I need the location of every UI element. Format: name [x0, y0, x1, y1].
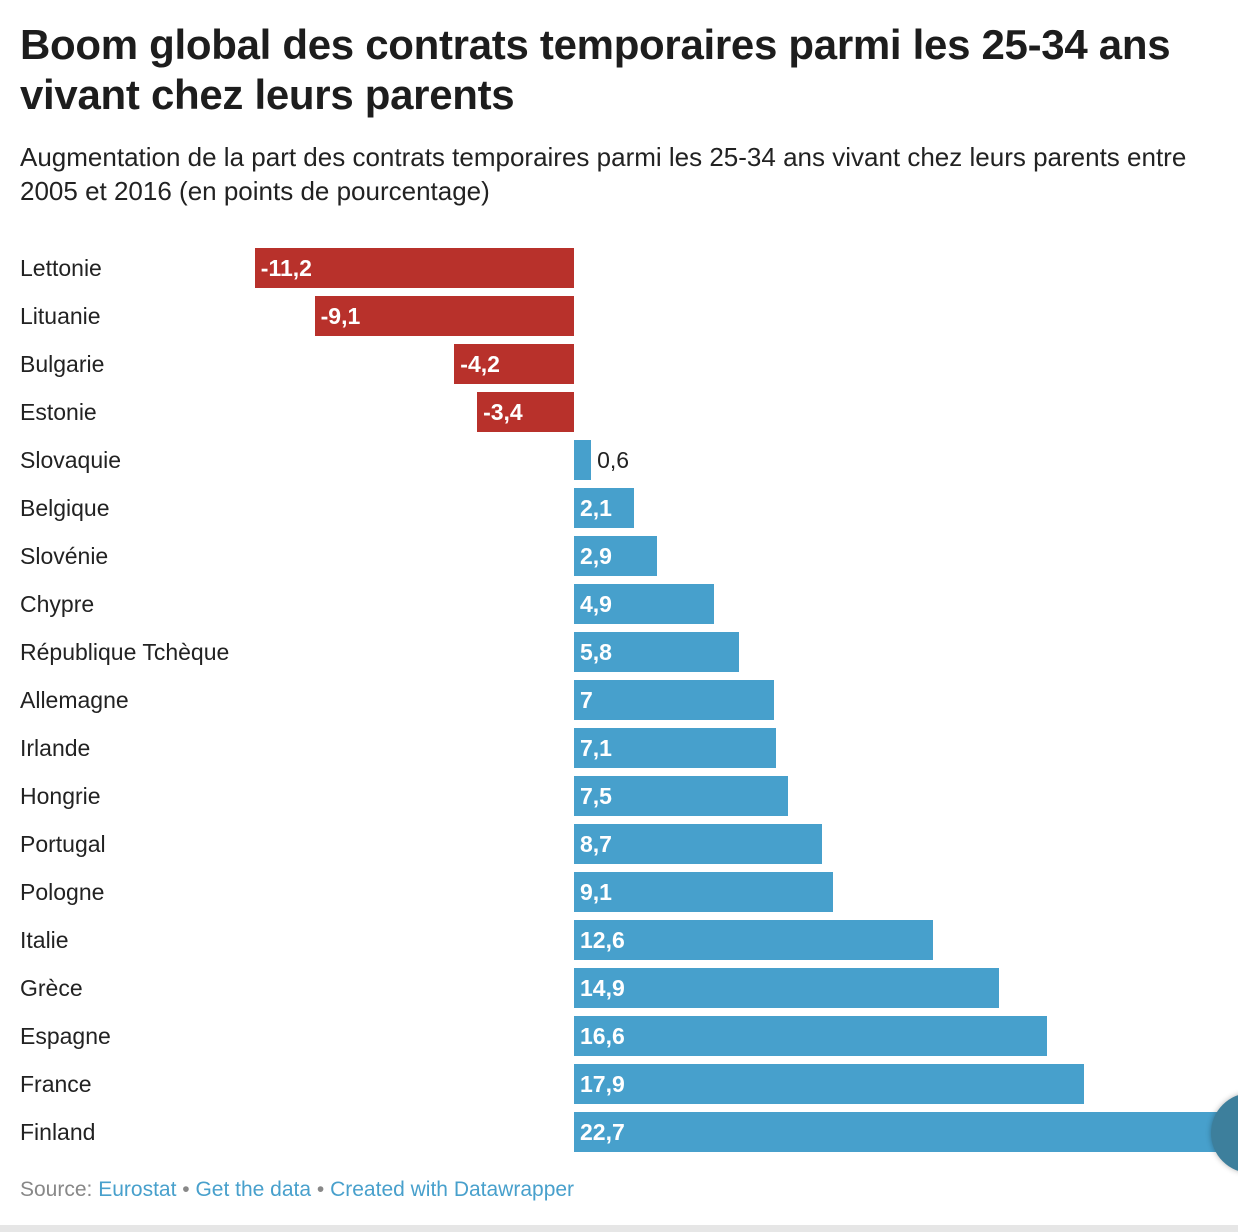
value-label: 16,6: [580, 1023, 625, 1049]
footer: Source: Eurostat • Get the data • Create…: [20, 1178, 574, 1202]
category-label: France: [20, 1071, 92, 1097]
bar: [574, 584, 714, 624]
separator: •: [176, 1178, 196, 1201]
bar: [574, 920, 934, 960]
bar: [454, 344, 574, 384]
chart-subtitle: Augmentation de la part des contrats tem…: [20, 142, 1187, 206]
bottom-divider: [0, 1225, 1238, 1232]
bar: [574, 440, 592, 480]
category-label: Slovénie: [20, 543, 109, 569]
category-label: Pologne: [20, 879, 105, 905]
category-label: Lituanie: [20, 303, 101, 329]
value-label: -3,4: [483, 399, 523, 425]
category-label: Estonie: [20, 399, 97, 425]
value-label: 22,7: [580, 1119, 625, 1145]
category-label: Bulgarie: [20, 351, 105, 377]
category-label: Finland: [20, 1119, 96, 1145]
category-label: Irlande: [20, 735, 91, 761]
value-label: 2,1: [580, 495, 612, 521]
bar: [574, 1112, 1221, 1152]
bar: [574, 1064, 1085, 1104]
value-label: 8,7: [580, 831, 612, 857]
value-label: 7: [580, 687, 593, 713]
category-label: République Tchèque: [20, 639, 230, 665]
bar: [574, 1016, 1048, 1056]
category-label: Portugal: [20, 831, 106, 857]
value-label: 0,6: [597, 447, 630, 473]
separator: •: [311, 1178, 331, 1201]
value-label: 2,9: [580, 543, 612, 569]
value-label: 17,9: [580, 1071, 625, 1097]
category-label: Belgique: [20, 495, 110, 521]
bar: [574, 728, 777, 768]
bar: [574, 968, 999, 1008]
get-data-link[interactable]: Get the data: [195, 1178, 312, 1201]
source-link[interactable]: Eurostat: [98, 1178, 177, 1201]
category-label: Hongrie: [20, 783, 101, 809]
source-label: Source:: [20, 1178, 93, 1201]
category-label: Slovaquie: [20, 447, 122, 473]
value-label: 7,5: [580, 783, 612, 809]
bar: [574, 824, 822, 864]
bar: [477, 392, 574, 432]
value-label: 14,9: [580, 975, 625, 1001]
category-label: Espagne: [20, 1023, 111, 1049]
chart-title: Boom global des contrats temporaires par…: [20, 21, 1171, 118]
category-label: Chypre: [20, 591, 95, 617]
bar: [574, 680, 774, 720]
value-label: 7,1: [580, 735, 612, 761]
bar: [574, 872, 834, 912]
category-label: Italie: [20, 927, 69, 953]
bar: [574, 776, 788, 816]
value-label: 5,8: [580, 639, 612, 665]
bar: [574, 488, 634, 528]
bar: [314, 296, 574, 336]
value-label: 9,1: [580, 879, 612, 905]
category-label: Lettonie: [20, 255, 102, 281]
datawrapper-link[interactable]: Created with Datawrapper: [330, 1178, 575, 1201]
category-label: Allemagne: [20, 687, 129, 713]
value-label: -11,2: [260, 255, 312, 281]
value-label: -4,2: [460, 351, 500, 377]
value-label: 12,6: [580, 927, 625, 953]
value-label: -9,1: [320, 303, 361, 329]
category-label: Grèce: [20, 975, 83, 1001]
bar: [254, 248, 574, 288]
value-label: 4,9: [580, 591, 612, 617]
bar: [574, 536, 657, 576]
bar: [574, 632, 740, 672]
